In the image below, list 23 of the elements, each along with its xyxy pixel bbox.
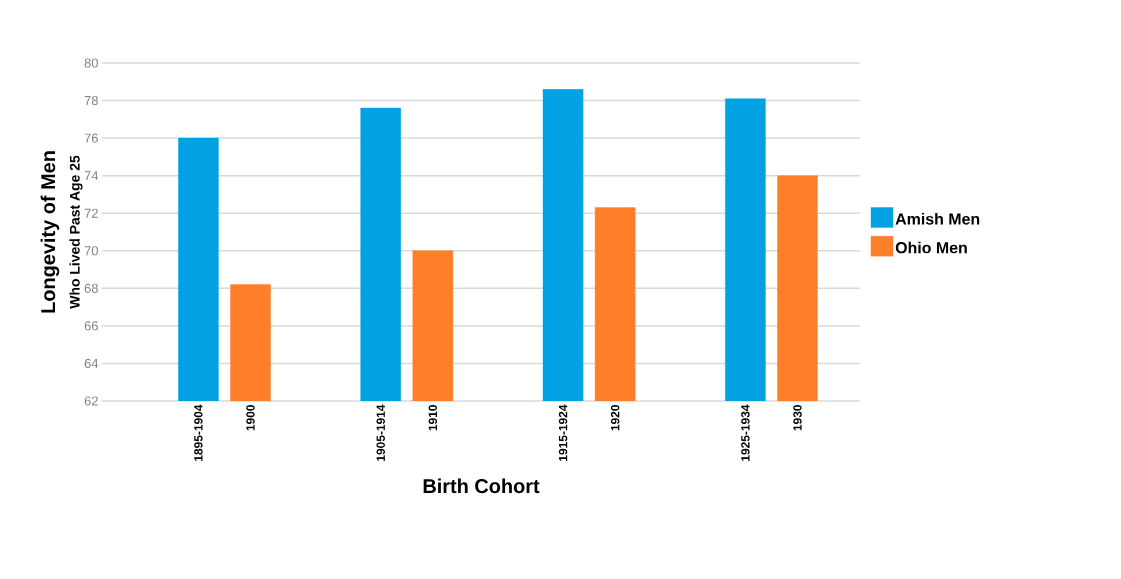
y-tick-label: 78 xyxy=(84,95,98,106)
x-tick-label: 1910 xyxy=(428,405,438,431)
x-tick-label: 1905-1914 xyxy=(376,404,385,461)
text: Who Lived Past Age 25 xyxy=(69,155,83,309)
x-tick-label: 1900 xyxy=(246,405,255,431)
y-tick-label: 66 xyxy=(84,321,98,331)
x-tick-label: 1920 xyxy=(610,405,620,431)
y-tick-label: 74 xyxy=(84,171,99,181)
y-tick-label: 68 xyxy=(84,283,98,293)
y-axis-title: Longevity of Men xyxy=(40,151,60,313)
x-tick-label: 1925-1934 xyxy=(741,404,750,461)
legend-label: Amish Men xyxy=(895,212,980,225)
y-tick-label: 70 xyxy=(84,246,98,256)
y-tick-label: 80 xyxy=(84,58,98,68)
x-tick-label: 1930 xyxy=(793,405,802,431)
y-tick-label: 72 xyxy=(84,208,98,218)
legend-label: Ohio Men xyxy=(895,241,967,254)
y-tick-label: 64 xyxy=(84,358,99,369)
x-tick-label: 1915-1924 xyxy=(558,404,568,461)
x-tick-label: 1895-1904 xyxy=(194,404,203,461)
x-axis-title: Birth Cohort xyxy=(423,478,540,494)
y-tick-label: 76 xyxy=(84,133,98,143)
y-tick-label: 62 xyxy=(84,396,98,406)
